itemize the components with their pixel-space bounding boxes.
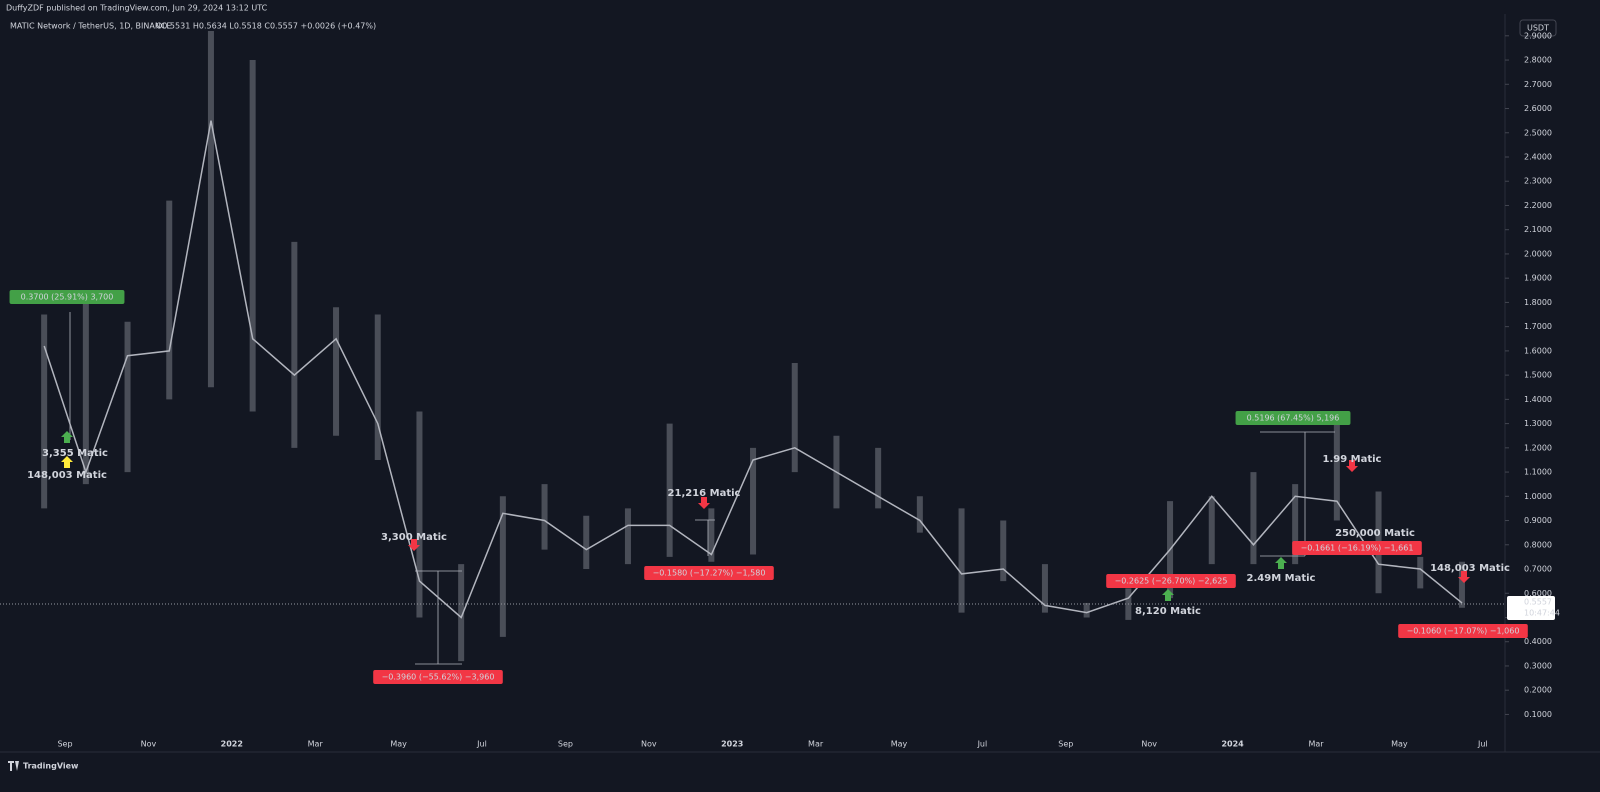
y-tick-label: 1.8000	[1524, 298, 1552, 307]
trade-label: 8,120 Matic	[1135, 606, 1201, 617]
signal-arrow	[1162, 589, 1174, 601]
measure-label: −0.3960 (−55.62%) −3,960	[382, 673, 495, 682]
trade-label: 21,216 Matic	[668, 488, 741, 499]
x-tick-label: Mar	[808, 740, 824, 749]
x-tick-label: Sep	[558, 740, 573, 749]
x-tick-label: 2024	[1221, 740, 1244, 749]
measure-label-box	[1106, 574, 1236, 588]
y-tick-label: 0.6000	[1524, 589, 1552, 598]
y-tick-label: 1.6000	[1524, 346, 1552, 355]
x-tick-label: 2022	[221, 740, 243, 749]
publisher: DuffyZDF published on TradingView.com, J…	[6, 4, 268, 13]
measure-label: 0.3700 (25.91%) 3,700	[21, 293, 114, 302]
countdown: 10:47:44	[1524, 608, 1560, 617]
x-tick-label: May	[1391, 740, 1408, 749]
y-tick-label: 2.0000	[1524, 249, 1552, 258]
trade-label: 3,300 Matic	[381, 532, 447, 543]
currency-button[interactable]	[1519, 19, 1557, 37]
y-tick-label: 2.6000	[1524, 104, 1552, 113]
y-tick-label: 0.4000	[1524, 637, 1552, 646]
x-tick-label: 2023	[721, 740, 743, 749]
signal-arrow	[1458, 571, 1470, 583]
symbol: MATIC Network / TetherUS, 1D, BINANCE	[10, 22, 171, 31]
measure-label: −0.1661 (−16.19%) −1,661	[1301, 544, 1414, 553]
y-tick-label: 2.7000	[1524, 80, 1552, 89]
y-tick-label: 2.1000	[1524, 225, 1552, 234]
y-tick-label: 1.5000	[1524, 371, 1552, 380]
y-tick-label: 1.4000	[1524, 395, 1552, 404]
y-tick-label: 1.7000	[1524, 322, 1552, 331]
signal-arrow	[408, 539, 420, 551]
x-tick-label: Jul	[476, 740, 487, 749]
measure-label-box	[373, 670, 503, 684]
x-tick-label: May	[891, 740, 908, 749]
y-tick-label: 2.5000	[1524, 128, 1552, 137]
y-tick-label: 2.3000	[1524, 177, 1552, 186]
close-line	[43, 120, 1463, 619]
footer-bar	[0, 756, 1600, 792]
y-tick-label: 1.0000	[1524, 492, 1552, 501]
measure-label: −0.1060 (−17.07%) −1,060	[1407, 627, 1520, 636]
y-tick-label: 2.9000	[1524, 31, 1552, 40]
signal-arrow	[1346, 460, 1358, 472]
measure-label-box	[644, 566, 774, 580]
y-tick-label: 2.4000	[1524, 152, 1552, 161]
measure-label: 0.5196 (67.45%) 5,196	[1247, 414, 1340, 423]
y-tick-label: 0.3000	[1524, 661, 1552, 670]
signal-arrow	[61, 456, 73, 468]
signal-arrow	[698, 497, 710, 509]
trade-label: 2.49M Matic	[1247, 573, 1316, 584]
x-tick-label: May	[390, 740, 407, 749]
y-tick-label: 2.8000	[1524, 56, 1552, 65]
x-tick-label: Mar	[1308, 740, 1324, 749]
tv-logo	[8, 761, 19, 771]
x-tick-label: Jul	[1477, 740, 1488, 749]
y-tick-label: 0.8000	[1524, 540, 1552, 549]
measure-label: −0.2625 (−26.70%) −2,625	[1115, 577, 1228, 586]
measure-label-box	[1292, 541, 1422, 555]
x-tick-label: Nov	[1141, 740, 1157, 749]
signal-arrow	[61, 431, 73, 443]
y-tick-label: 1.1000	[1524, 468, 1552, 477]
y-tick-label: 0.9000	[1524, 516, 1552, 525]
x-tick-label: Sep	[57, 740, 72, 749]
ohlc: O0.5531 H0.5634 L0.5518 C0.5557 +0.0026 …	[156, 22, 376, 31]
y-tick-label: 0.1000	[1524, 710, 1552, 719]
y-tick-label: 2.2000	[1524, 201, 1552, 210]
footer-brand: TradingView	[23, 762, 79, 771]
measure-label: −0.1580 (−17.27%) −1,580	[653, 569, 766, 578]
signal-arrow	[1275, 557, 1287, 569]
y-tick-label: 0.7000	[1524, 565, 1552, 574]
x-tick-label: Sep	[1058, 740, 1073, 749]
trade-label: 250,000 Matic	[1335, 528, 1415, 539]
y-tick-label: 0.2000	[1524, 686, 1552, 695]
trade-label: 148,003 Matic	[1430, 563, 1510, 574]
y-tick-label: 1.9000	[1524, 274, 1552, 283]
measure-label-box	[9, 290, 125, 304]
currency[interactable]: USDT	[1527, 24, 1549, 33]
last-price-label: 0.5557	[1524, 597, 1552, 606]
trade-label: 1.99 Matic	[1323, 454, 1382, 465]
y-tick-label: 1.3000	[1524, 419, 1552, 428]
measure-label-box	[1235, 411, 1351, 425]
trade-label: 148,003 Matic	[27, 470, 107, 481]
x-tick-label: Nov	[141, 740, 157, 749]
x-tick-label: Jul	[977, 740, 988, 749]
x-tick-label: Mar	[308, 740, 324, 749]
y-tick-label: 1.2000	[1524, 443, 1552, 452]
x-tick-label: Nov	[641, 740, 657, 749]
last-price-box	[1507, 595, 1555, 620]
measure-label-box	[1398, 624, 1528, 638]
trade-label: 3,355 Matic	[42, 448, 108, 459]
